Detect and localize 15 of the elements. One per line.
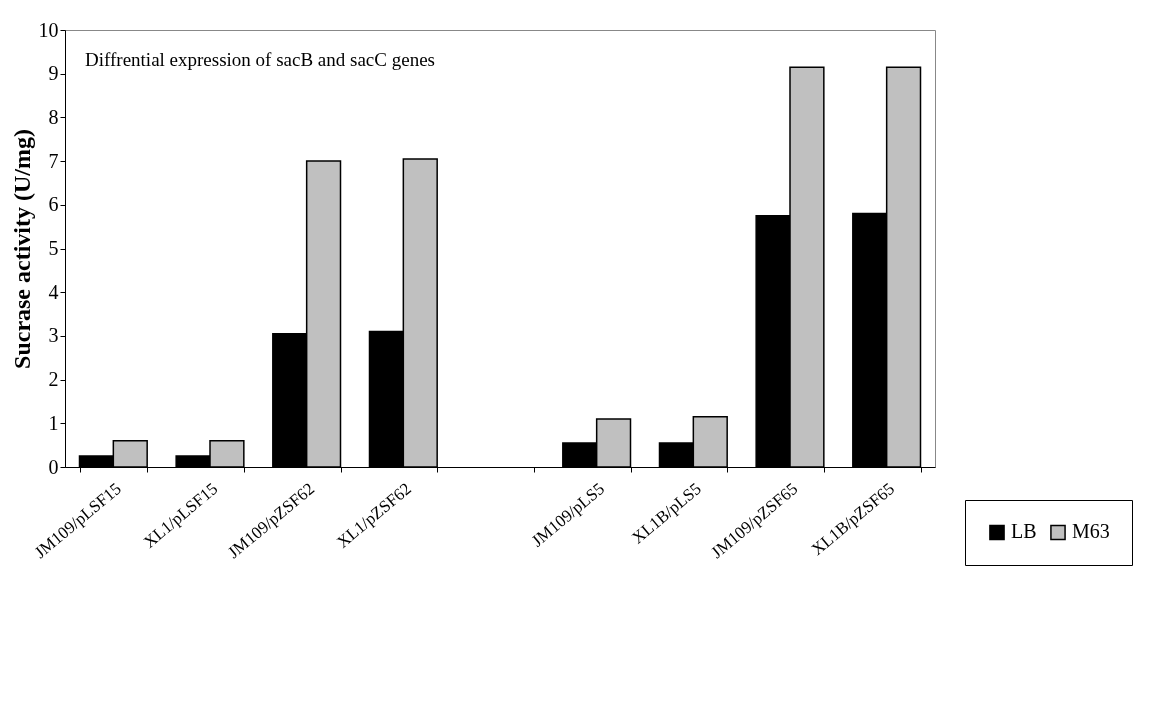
y-tick-label: 1 <box>48 411 59 434</box>
y-tick-label: 10 <box>38 18 59 41</box>
y-axis-title: Sucrase activity (U/mg) <box>8 129 35 369</box>
y-tick-label: 3 <box>48 324 59 347</box>
text: Diffrential expression of sacB and sacC genes <box>85 49 435 70</box>
y-tick-label: 9 <box>48 62 59 85</box>
y-tick-label: 4 <box>48 280 59 303</box>
legend-label: LB <box>1011 520 1037 543</box>
legend-label: M63 <box>1072 520 1110 543</box>
y-tick-label: 5 <box>48 237 59 259</box>
y-tick-label: 8 <box>48 105 59 128</box>
y-tick-label: 7 <box>48 149 59 172</box>
y-tick-label: 6 <box>48 193 59 216</box>
y-tick-label: 2 <box>48 368 59 391</box>
y-tick-label: 0 <box>48 455 59 478</box>
